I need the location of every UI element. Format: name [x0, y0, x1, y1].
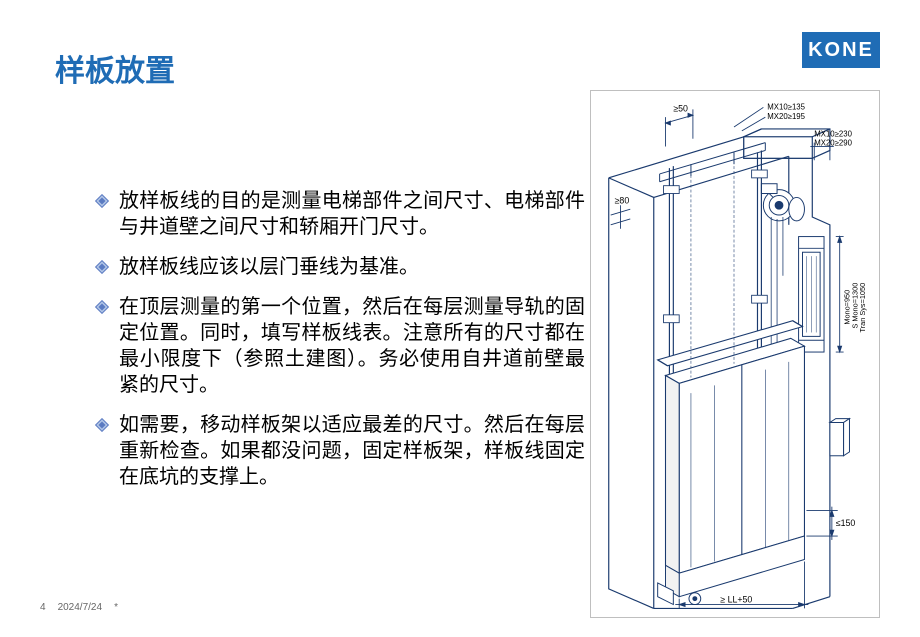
- list-item: 在顶层测量的第一个位置，然后在每层测量导轨的固定位置。同时，填写样板线表。注意所…: [95, 294, 585, 398]
- dim-mx10-230: MX10≥230: [814, 130, 852, 139]
- diamond-icon: [95, 300, 109, 314]
- bullet-text: 放样板线应该以层门垂线为基准。: [119, 254, 419, 280]
- dim-left-80: ≥80: [615, 195, 630, 205]
- page-number: 4: [40, 602, 46, 613]
- diagram-svg: ≥50 MX10≥135 MX20≥195 MX10≥230 MX20≥290: [597, 97, 871, 611]
- list-item: 放样板线的目的是测量电梯部件之间尺寸、电梯部件与井道壁之间尺寸和轿厢开门尺寸。: [95, 188, 585, 240]
- diamond-icon: [95, 418, 109, 432]
- slide-container: 样板放置 KONE 放样板线的目的是测量电梯部件之间尺寸、电梯部件与井道壁之间尺…: [0, 0, 920, 637]
- footer-mark: *: [114, 602, 118, 613]
- dim-top-left: ≥50: [673, 103, 688, 113]
- dim-transys-1050: Tran Sys=1050: [858, 283, 867, 333]
- slide-footer: 4 2024/7/24 *: [40, 602, 118, 613]
- footer-date: 2024/7/24: [58, 602, 103, 613]
- kone-logo: KONE: [802, 32, 880, 68]
- dim-mx20-195: MX20≥195: [767, 112, 805, 121]
- diamond-icon: [95, 194, 109, 208]
- elevator-diagram: ≥50 MX10≥135 MX20≥195 MX10≥230 MX20≥290: [590, 90, 880, 618]
- list-item: 放样板线应该以层门垂线为基准。: [95, 254, 585, 280]
- bullet-list: 放样板线的目的是测量电梯部件之间尺寸、电梯部件与井道壁之间尺寸和轿厢开门尺寸。 …: [95, 188, 585, 504]
- bullet-text: 如需要，移动样板架以适应最差的尺寸。然后在每层重新检查。如果都没问题，固定样板架…: [119, 412, 585, 490]
- bullet-text: 在顶层测量的第一个位置，然后在每层测量导轨的固定位置。同时，填写样板线表。注意所…: [119, 294, 585, 398]
- diamond-icon: [95, 260, 109, 274]
- dim-le-150: ≤150: [836, 518, 856, 528]
- dim-mx10-135: MX10≥135: [767, 102, 805, 111]
- dim-ll50: ≥ LL+50: [720, 595, 752, 605]
- list-item: 如需要，移动样板架以适应最差的尺寸。然后在每层重新检查。如果都没问题，固定样板架…: [95, 412, 585, 490]
- dim-mx20-290: MX20≥290: [814, 139, 852, 148]
- bullet-text: 放样板线的目的是测量电梯部件之间尺寸、电梯部件与井道壁之间尺寸和轿厢开门尺寸。: [119, 188, 585, 240]
- page-title: 样板放置: [55, 46, 175, 90]
